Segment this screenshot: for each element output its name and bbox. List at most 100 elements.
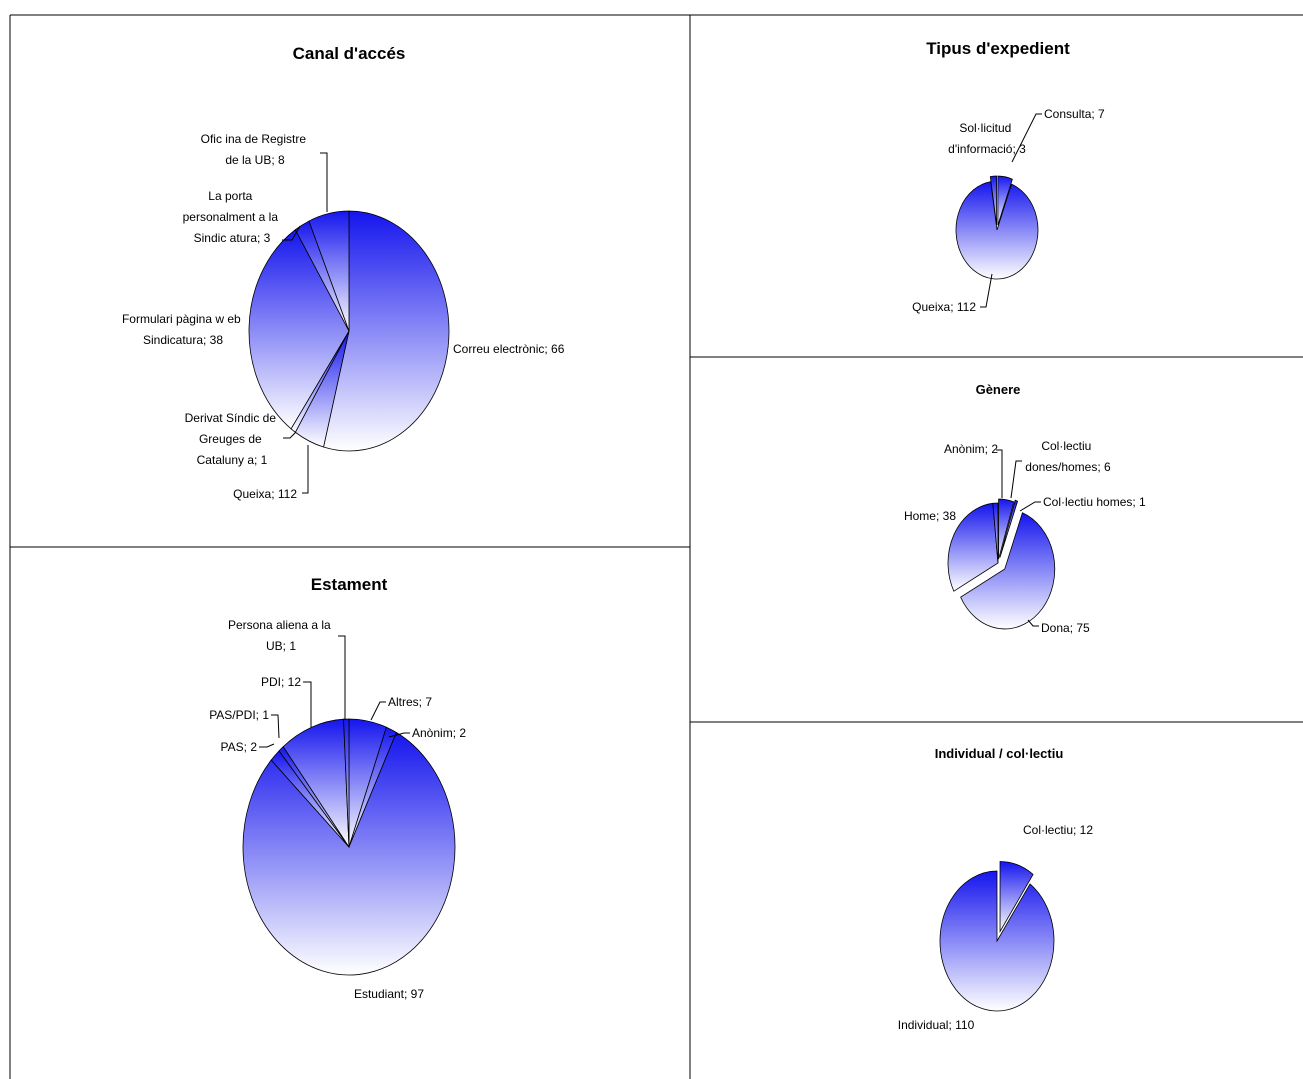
data-label-persona-aliena: Persona aliena a la UB; 1 [228, 618, 346, 720]
svg-text:Persona aliena a la UB: Persona aliena a la UB; 1 [228, 618, 334, 653]
pie-slice-queixa [955, 181, 1039, 280]
data-label-line: Altres; 7 [388, 695, 432, 709]
svg-text:Queixa; 112: Queixa; 112 [912, 300, 976, 314]
pie-slice-formulari-pagina-web-sindicatura [248, 229, 350, 430]
data-label-line: Formulari pàgina w eb [122, 312, 241, 326]
data-label-line: Col·lectiu [1041, 439, 1091, 453]
data-label-line: Correu electrònic; 66 [453, 342, 565, 356]
svg-text:Derivat Síndic de Greu: Derivat Síndic de Greuges de Cataluny a;… [185, 411, 280, 467]
svg-text:Consulta; 7: Consulta; 7 [1044, 107, 1105, 121]
svg-text:Anònim; 2: Anònim; 2 [944, 442, 998, 456]
data-label-derivat-sindic: Derivat Síndic de Greuges de Cataluny a;… [185, 411, 297, 467]
pie-slice-dona [960, 512, 1056, 630]
svg-text:Dona; 75: Dona; 75 [1041, 621, 1090, 635]
data-label-collectiu-dones-homes: Col·lectiu dones/homes; 6 [1010, 439, 1111, 499]
pie-slice-col-lectiu-dones-homes [998, 498, 1015, 560]
data-label-line: Individual; 110 [898, 1018, 975, 1032]
pie-slice-individual [939, 870, 1055, 1012]
pie-slice-oficina-de-registre-de-la-ub [308, 210, 350, 332]
svg-text:Formulari pàgina w eb: Formulari pàgina w eb Sindicatura; 38 [122, 312, 244, 347]
data-label-line: La porta [208, 189, 252, 203]
data-label-queixa: Queixa; 112 [912, 273, 993, 314]
data-label-line: dones/homes; 6 [1025, 460, 1111, 474]
data-label-line: PAS/PDI; 1 [209, 708, 269, 722]
svg-text:PAS/PDI; 1: PAS/PDI; 1 [209, 708, 269, 722]
data-label-line: Ofic ina de Registre [201, 132, 307, 146]
svg-text:Individual; 110: Individual; 110 [898, 1018, 975, 1032]
data-label-line: Persona aliena a la [228, 618, 331, 632]
data-label-formulari-web: Formulari pàgina w eb Sindicatura; 38 [122, 312, 244, 347]
pie-slice-anonim [992, 502, 999, 564]
pie-chart-genere: Gènere Anònim; 2 Col·lectiu dones/homes;… [904, 382, 1146, 635]
pie-chart-individual-collectiu: Individual / col·lectiu Col·lectiu; 12 I… [898, 746, 1094, 1032]
data-label-anonim: Anònim; 2 [944, 442, 1003, 498]
svg-text:Anònim; 2: Anònim; 2 [412, 726, 466, 740]
data-label-line: Estudiant; 97 [354, 987, 424, 1001]
data-label-estudiant: Estudiant; 97 [354, 987, 424, 1001]
svg-text:Col·lectiu homes; 1: Col·lectiu homes; 1 [1043, 495, 1146, 509]
pie-slice-home [947, 502, 999, 592]
data-label-collectiu-homes: Col·lectiu homes; 1 [1019, 495, 1146, 512]
data-label-line: Col·lectiu; 12 [1023, 823, 1093, 837]
pie-slice-col-lectiu-homes [999, 499, 1019, 558]
data-label-home: Home; 38 [904, 509, 956, 523]
pie-chart-canal-acces: Canal d'accés Correu electrònic; 66 Quei… [122, 44, 565, 501]
data-label-la-porta: La porta personalment a la Sindic atura;… [183, 189, 301, 245]
data-label-line: Cataluny a; 1 [197, 453, 268, 467]
svg-text:Sol·licitud d'informac: Sol·licitud d'informació; 3 [948, 121, 1026, 156]
data-label-line: PAS; 2 [221, 740, 258, 754]
data-label-pas: PAS; 2 [221, 740, 275, 754]
data-label-collectiu: Col·lectiu; 12 [1023, 823, 1093, 837]
data-label-line: Anònim; 2 [412, 726, 466, 740]
data-label-oficina-registre: Ofic ina de Registre de la UB; 8 [201, 132, 328, 212]
data-label-line: UB; 1 [266, 639, 296, 653]
chart-title: Canal d'accés [293, 44, 406, 63]
svg-text:Col·lectiu dones/homes: Col·lectiu dones/homes; 6 [1025, 439, 1111, 474]
data-label-line: Derivat Síndic de [185, 411, 277, 425]
pie-slice-estudiant [242, 731, 456, 976]
data-label-pdi: PDI; 12 [261, 675, 312, 727]
data-label-dona: Dona; 75 [1027, 619, 1090, 635]
svg-text:Queixa; 112: Queixa; 112 [233, 487, 297, 501]
data-label-line: Consulta; 7 [1044, 107, 1105, 121]
data-label-line: de la UB; 8 [225, 153, 285, 167]
data-label-correu-ordinari: Queixa; 112 [233, 445, 309, 501]
data-label-line: Sindicatura; 38 [143, 333, 223, 347]
svg-text:La porta personalment: La porta personalment a la Sindic atura;… [183, 189, 282, 245]
data-label-line: personalment a la [183, 210, 279, 224]
chart-title: Individual / col·lectiu [935, 746, 1064, 761]
data-label-line: PDI; 12 [261, 675, 301, 689]
pie-chart-tipus-expedient: Tipus d'expedient Consulta; 7 Queixa; 11… [912, 39, 1105, 314]
data-label-line: Sindic atura; 3 [194, 231, 271, 245]
pie-chart-estament: Estament Altres; 7 Anònim; 2 Estudiant; … [209, 575, 466, 1001]
panel-frame [9, 14, 1303, 1079]
data-label-sollicitud: Sol·licitud d'informació; 3 [948, 121, 1026, 156]
pie-slice-persona-aliena-a-la-ub [343, 718, 350, 848]
svg-text:PAS; 2: PAS; 2 [221, 740, 258, 754]
pie-slice-sol-licitud-d-informacio [989, 175, 998, 226]
data-label-line: Home; 38 [904, 509, 956, 523]
pie-slice-consulta [997, 175, 1013, 226]
pie-slice-pdi [282, 718, 350, 849]
data-label-line: Sol·licitud [959, 121, 1011, 135]
chart-title: Tipus d'expedient [926, 39, 1070, 58]
pie-slice-col-lectiu [999, 861, 1034, 933]
pie-slice-correu-electronic [323, 210, 450, 452]
svg-text:Estudiant; 97: Estudiant; 97 [354, 987, 424, 1001]
data-label-altres: Altres; 7 [370, 695, 432, 721]
svg-text:Ofic ina de Registre d: Ofic ina de Registre de la UB; 8 [201, 132, 310, 167]
data-label-individual: Individual; 110 [898, 1018, 975, 1032]
svg-text:Altres; 7: Altres; 7 [388, 695, 432, 709]
svg-text:Correu electrònic; 66: Correu electrònic; 66 [453, 342, 565, 356]
svg-text:Home; 38: Home; 38 [904, 509, 956, 523]
svg-text:PDI; 12: PDI; 12 [261, 675, 301, 689]
data-label-consulta: Consulta; 7 [1011, 107, 1105, 163]
data-label-anonim-estament: Anònim; 2 [388, 726, 466, 740]
data-label-line: d'informació; 3 [948, 142, 1026, 156]
chart-title: Estament [311, 575, 388, 594]
data-label-line: Queixa; 112 [912, 300, 976, 314]
data-label-line: Anònim; 2 [944, 442, 998, 456]
chart-title: Gènere [976, 382, 1021, 397]
data-label-line: Queixa; 112 [233, 487, 297, 501]
